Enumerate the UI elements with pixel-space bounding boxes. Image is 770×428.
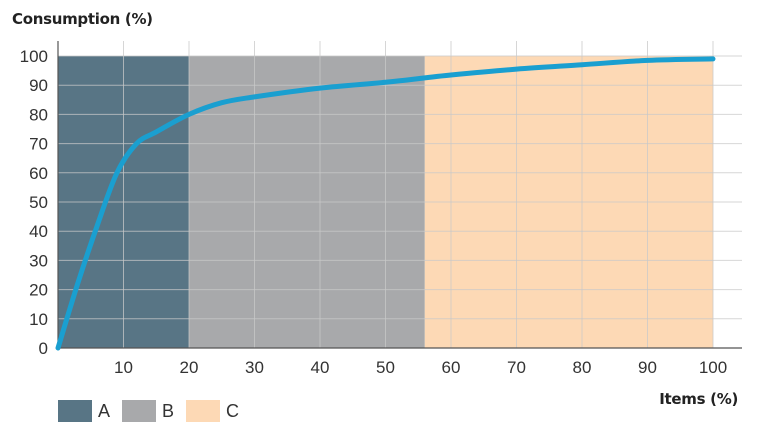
legend-label-b: B	[162, 400, 175, 421]
y-tick-label-70: 70	[29, 135, 48, 154]
axes	[57, 41, 742, 349]
x-tick-label-80: 80	[573, 358, 592, 377]
legend-label-c: C	[226, 400, 240, 421]
y-tick-label-60: 60	[29, 164, 48, 183]
legend-label-a: A	[98, 400, 111, 421]
legend-swatch-a	[58, 400, 92, 422]
legend-item-c: C	[186, 400, 239, 422]
series-line-0	[55, 56, 716, 351]
y-tick-label-80: 80	[29, 105, 48, 124]
legend-swatch-b	[122, 400, 157, 422]
y-tick-label-90: 90	[29, 76, 48, 95]
y-tick-label-100: 100	[20, 47, 48, 66]
x-tick-label-20: 20	[180, 358, 199, 377]
x-tick-label-100: 100	[699, 358, 727, 377]
legend-swatch-c	[186, 400, 221, 422]
abc-analysis-chart: 0 10 20 30 40 50 60 70 80 90 100 10 20 30 40 50 60 70 80 9…	[20, 41, 742, 377]
legend-item-b: B	[122, 400, 174, 422]
x-tick-labels: 10 20 30 40 50 60 70 80 90 100	[114, 358, 727, 377]
x-tick-label-10: 10	[114, 358, 133, 377]
y-tick-label-50: 50	[29, 193, 48, 212]
y-tick-label-40: 40	[29, 222, 48, 241]
x-axis-title: Items (%)	[659, 390, 738, 408]
y-tick-label-0: 0	[39, 339, 48, 358]
series-lines	[55, 56, 716, 351]
x-tick-label-30: 30	[245, 358, 264, 377]
y-axis-title: Consumption (%)	[12, 10, 153, 28]
y-tick-label-20: 20	[29, 281, 48, 300]
legend: A B C	[58, 400, 251, 422]
x-tick-label-60: 60	[442, 358, 461, 377]
legend-item-a: A	[58, 400, 110, 422]
grid-lines	[58, 41, 742, 348]
x-tick-label-90: 90	[638, 358, 657, 377]
y-tick-label-10: 10	[29, 310, 48, 329]
x-tick-label-40: 40	[311, 358, 330, 377]
y-tick-label-30: 30	[29, 251, 48, 270]
y-tick-labels: 0 10 20 30 40 50 60 70 80 90 100	[20, 47, 48, 358]
x-tick-label-70: 70	[507, 358, 526, 377]
x-tick-label-50: 50	[376, 358, 395, 377]
